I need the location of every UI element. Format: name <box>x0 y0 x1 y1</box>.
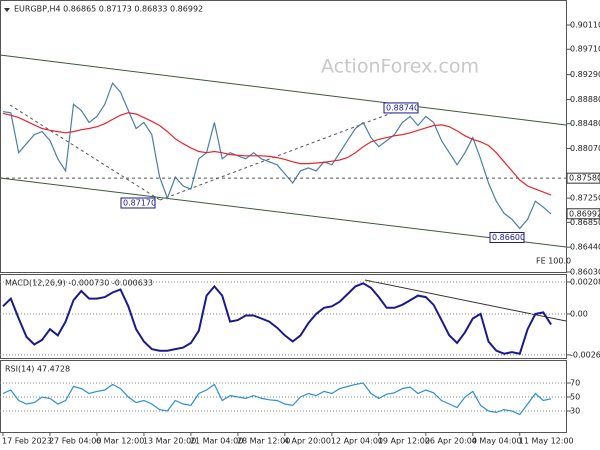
x-tick-label: 19 Apr 12:00 <box>378 437 430 446</box>
y-tick-label: 70 <box>570 379 580 388</box>
annotation-box <box>120 197 156 209</box>
y-tick-label: 0.00 <box>570 309 588 318</box>
x-tick-label: 4 May 04:00 <box>472 437 522 446</box>
y-tick-label: 0.86440 <box>570 243 600 252</box>
level-label: 0.86992 <box>569 209 600 218</box>
x-tick-label: 28 Mar 12:00 <box>237 437 290 446</box>
y-tick-label: 0.88880 <box>570 95 600 104</box>
y-tick-label: 0.87250 <box>570 194 600 203</box>
x-tick-label: 12 Apr 04:00 <box>331 437 383 446</box>
annotation-label: 0.88740 <box>386 103 419 112</box>
macd-title: MACD(12,26,9) -0.000730 -0.000633 <box>5 279 153 288</box>
annotation-label: 0.87170 <box>123 198 156 207</box>
y-tick-label: 0.89290 <box>570 70 600 79</box>
x-tick-label: 26 Apr 20:00 <box>425 437 477 446</box>
x-tick-label: 27 Feb 04:00 <box>49 437 101 446</box>
level-label: 0.87580 <box>569 174 600 183</box>
channel-upper <box>0 54 567 126</box>
x-tick-label: 11 May 12:00 <box>519 437 574 446</box>
y-tick-label: 0.88070 <box>570 144 600 153</box>
annotation-box <box>383 102 419 114</box>
level-box <box>566 172 600 184</box>
y-tick-label: 0.90110 <box>570 21 600 30</box>
level-box <box>566 208 600 220</box>
series-line <box>2 112 552 196</box>
x-tick-label: 13 Mar 20:00 <box>143 437 196 446</box>
x-tick-label: 17 Feb 2023 <box>2 437 52 446</box>
annotation-box <box>489 231 525 243</box>
y-tick-label: 0.88480 <box>570 119 600 128</box>
y-tick-label: 0.002088 <box>570 277 600 286</box>
x-tick-label: 21 Mar 04:00 <box>190 437 243 446</box>
macd-trendline <box>364 279 567 322</box>
header: EURGBP,H4 0.86865 0.87173 0.86833 0.8699… <box>14 5 203 14</box>
annotation-label: 0.86600 <box>492 233 525 242</box>
price-panel <box>0 0 567 273</box>
series-line <box>2 81 552 230</box>
macd-panel <box>0 274 567 359</box>
series-line <box>2 282 552 355</box>
y-tick-label: 50 <box>570 393 580 402</box>
watermark: ActionForex.com <box>321 56 479 78</box>
fe-label: FE 100.0 <box>536 257 571 266</box>
x-tick-label: 4 Apr 20:00 <box>284 437 331 446</box>
rsi-title: RSI(14) 47.4728 <box>5 365 70 374</box>
series-line <box>2 382 552 416</box>
channel-lower <box>0 177 567 248</box>
y-tick-label: 30 <box>570 407 580 416</box>
y-tick-label: -0.002679 <box>570 350 600 359</box>
y-tick-label: 0.89710 <box>570 45 600 54</box>
header-icon <box>4 8 10 12</box>
y-tick-label: 0.86030 <box>570 268 600 277</box>
y-tick-label: 0.86850 <box>570 218 600 227</box>
x-tick-label: 6 Mar 12:00 <box>96 437 144 446</box>
